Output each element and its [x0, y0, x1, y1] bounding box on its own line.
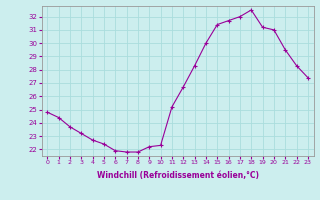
X-axis label: Windchill (Refroidissement éolien,°C): Windchill (Refroidissement éolien,°C): [97, 171, 259, 180]
